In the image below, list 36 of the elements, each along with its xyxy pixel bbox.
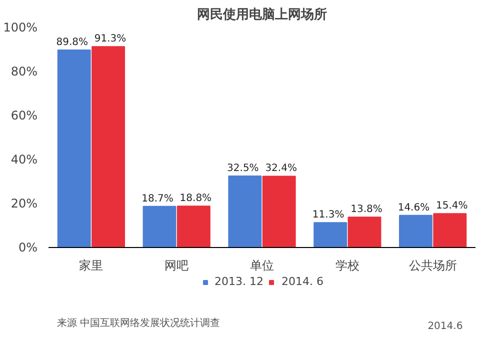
y-tick-label: 100% <box>3 20 38 34</box>
data-label: 18.7% <box>142 193 174 204</box>
bar <box>262 176 296 248</box>
bar <box>398 214 432 248</box>
data-label: 32.4% <box>265 163 297 174</box>
data-label: 11.3% <box>312 210 344 221</box>
legend-label: 2014. 6 <box>281 275 324 288</box>
bar <box>348 216 382 248</box>
bar <box>92 46 126 248</box>
y-tick-label: 40% <box>10 152 38 166</box>
text: 2014.6 <box>428 320 463 332</box>
x-tick-label: 单位 <box>250 258 274 272</box>
x-tick-label: 公共场所 <box>408 258 457 272</box>
y-tick-label: 60% <box>10 108 38 122</box>
bar <box>314 222 348 248</box>
data-label: 91.3% <box>94 34 126 45</box>
bar <box>57 49 91 248</box>
data-label: 32.5% <box>227 163 259 174</box>
source-note: 来源 中国互联网络发展状况统计调查 <box>57 316 220 329</box>
y-tick-label: 20% <box>10 196 38 210</box>
data-label: 13.8% <box>350 204 382 216</box>
y-tick-label: 0% <box>18 240 38 254</box>
x-tick-label: 家里 <box>79 258 104 272</box>
x-tick-label: 网吧 <box>164 258 189 272</box>
y-tick-label: 80% <box>10 64 38 78</box>
data-label: 18.8% <box>180 193 212 204</box>
data-label: 15.4% <box>436 200 468 212</box>
bar <box>142 206 176 248</box>
bar <box>176 206 210 248</box>
chart-title: 网民使用电脑上网场所 <box>197 6 327 22</box>
x-tick-label: 学校 <box>335 258 360 272</box>
bar <box>228 176 262 248</box>
legend-label: 2013. 12 <box>214 275 264 288</box>
data-label: 14.6% <box>398 202 430 214</box>
data-label: 89.8% <box>56 36 88 48</box>
bar <box>433 213 467 248</box>
